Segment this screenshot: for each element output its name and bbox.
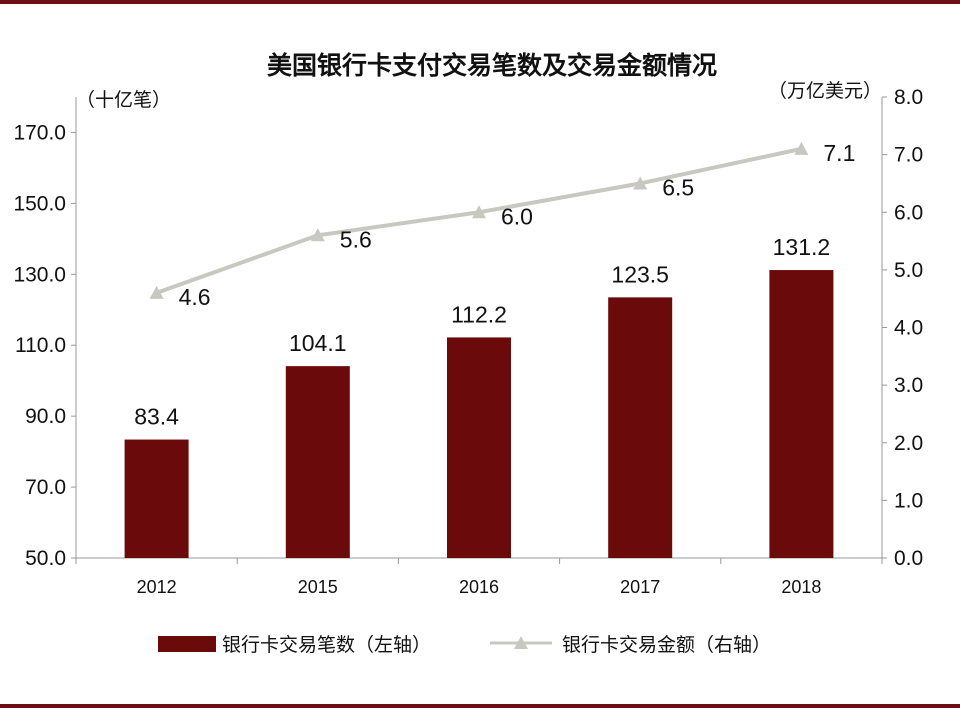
line-value-label: 5.6 — [340, 226, 372, 252]
right-tick-label: 0.0 — [894, 547, 923, 570]
bar-value-label: 112.2 — [451, 301, 507, 327]
legend-line-label: 银行卡交易金额（右轴） — [562, 634, 771, 656]
bottom-rule — [0, 704, 960, 708]
legend-bar-swatch — [158, 636, 216, 652]
bar — [285, 366, 350, 558]
right-tick-label: 6.0 — [894, 201, 923, 224]
left-tick-label: 170.0 — [13, 121, 66, 144]
bar — [769, 270, 834, 558]
line-point-marker — [310, 228, 325, 242]
line-point-marker — [633, 176, 648, 190]
bar — [447, 337, 511, 558]
right-tick-label: 7.0 — [894, 144, 923, 167]
left-tick-label: 110.0 — [15, 334, 66, 357]
legend: 银行卡交易笔数（左轴） 银行卡交易金额（右轴） — [158, 634, 771, 656]
bar-value-label: 123.5 — [611, 261, 669, 287]
x-tick-label: 2015 — [298, 577, 338, 597]
bar-value-label: 131.2 — [773, 234, 831, 260]
line-value-label: 6.5 — [662, 174, 694, 200]
x-tick-label: 2016 — [459, 577, 499, 597]
bar — [124, 439, 189, 558]
left-tick-label: 150.0 — [13, 192, 66, 215]
line-point-marker — [794, 141, 809, 155]
line-path — [155, 146, 802, 295]
left-tick-label: 50.0 — [25, 547, 66, 570]
left-tick-label: 70.0 — [25, 476, 66, 499]
bar — [608, 297, 673, 558]
line-value-label: 4.6 — [179, 284, 211, 310]
bar-value-label: 83.4 — [134, 404, 179, 430]
line-value-label: 6.0 — [501, 203, 533, 229]
x-tick-label: 2012 — [137, 577, 177, 597]
right-tick-label: 3.0 — [894, 374, 923, 397]
legend-line-marker — [514, 636, 528, 649]
left-axis-unit: （十亿笔） — [76, 89, 171, 111]
line-point-marker — [149, 285, 164, 299]
right-tick-label: 4.0 — [894, 317, 923, 340]
right-tick-label: 2.0 — [894, 432, 923, 455]
chart-title: 美国银行卡支付交易笔数及交易金额情况 — [267, 51, 717, 80]
bar-value-label: 104.1 — [289, 330, 347, 356]
bar-series — [124, 270, 834, 558]
left-tick-label: 90.0 — [25, 405, 66, 428]
line-value-label: 7.1 — [823, 140, 855, 166]
legend-bar-label: 银行卡交易笔数（左轴） — [222, 634, 431, 656]
top-rule — [0, 0, 960, 4]
data-labels: 83.4 104.1 112.2 123.5 131.2 4.6 5.6 6.0 6.5 7.1 — [134, 140, 855, 430]
line-point-marker — [472, 205, 486, 219]
right-tick-label: 1.0 — [894, 489, 923, 512]
left-tick-label: 130.0 — [13, 263, 66, 286]
axes: 50.0 70.0 90.0 110.0 130.0 150.0 170.0 0.0 1.0 2.… — [13, 86, 923, 597]
right-tick-label: 5.0 — [894, 259, 923, 282]
line-series — [149, 141, 809, 299]
x-tick-label: 2017 — [620, 577, 660, 597]
right-tick-label: 8.0 — [894, 86, 923, 109]
right-axis-unit: （万亿美元） — [768, 80, 882, 102]
x-tick-label: 2018 — [781, 577, 821, 597]
